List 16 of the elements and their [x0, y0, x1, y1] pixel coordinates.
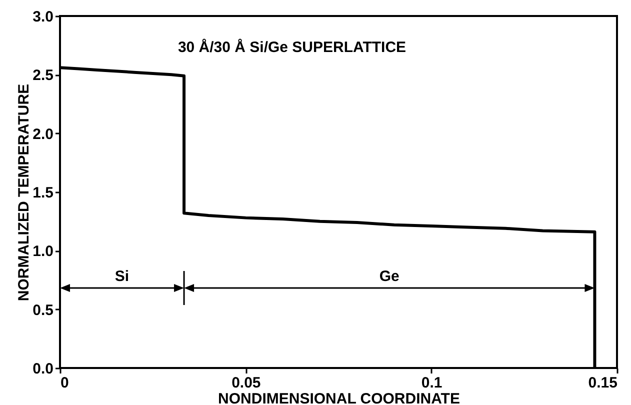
y-tick-label: 1.5: [32, 184, 54, 202]
text: 30 Å/30 Å Si/Ge SUPERLATTICE: [178, 38, 406, 56]
y-tick-label: 2.0: [32, 126, 54, 143]
x-tick-label: 0: [60, 374, 69, 392]
x-tick-label: 0.1: [421, 374, 442, 392]
annotation: Ge: [379, 268, 400, 285]
y-axis-title: NORMALIZED TEMPERATURE: [16, 84, 33, 302]
annotation: Si: [114, 268, 130, 285]
y-tick-label: 1.0: [32, 243, 54, 260]
y-tick-label: 0.0: [32, 360, 54, 378]
y-tick-label: 3.0: [32, 8, 54, 26]
y-tick-label: 0.5: [32, 302, 54, 319]
x-tick-label: 0.15: [588, 374, 618, 392]
y-tick-label: 2.5: [32, 67, 54, 84]
x-axis-title: NONDIMENSIONAL COORDINATE: [218, 390, 460, 405]
x-tick-label: 0.05: [232, 374, 261, 392]
